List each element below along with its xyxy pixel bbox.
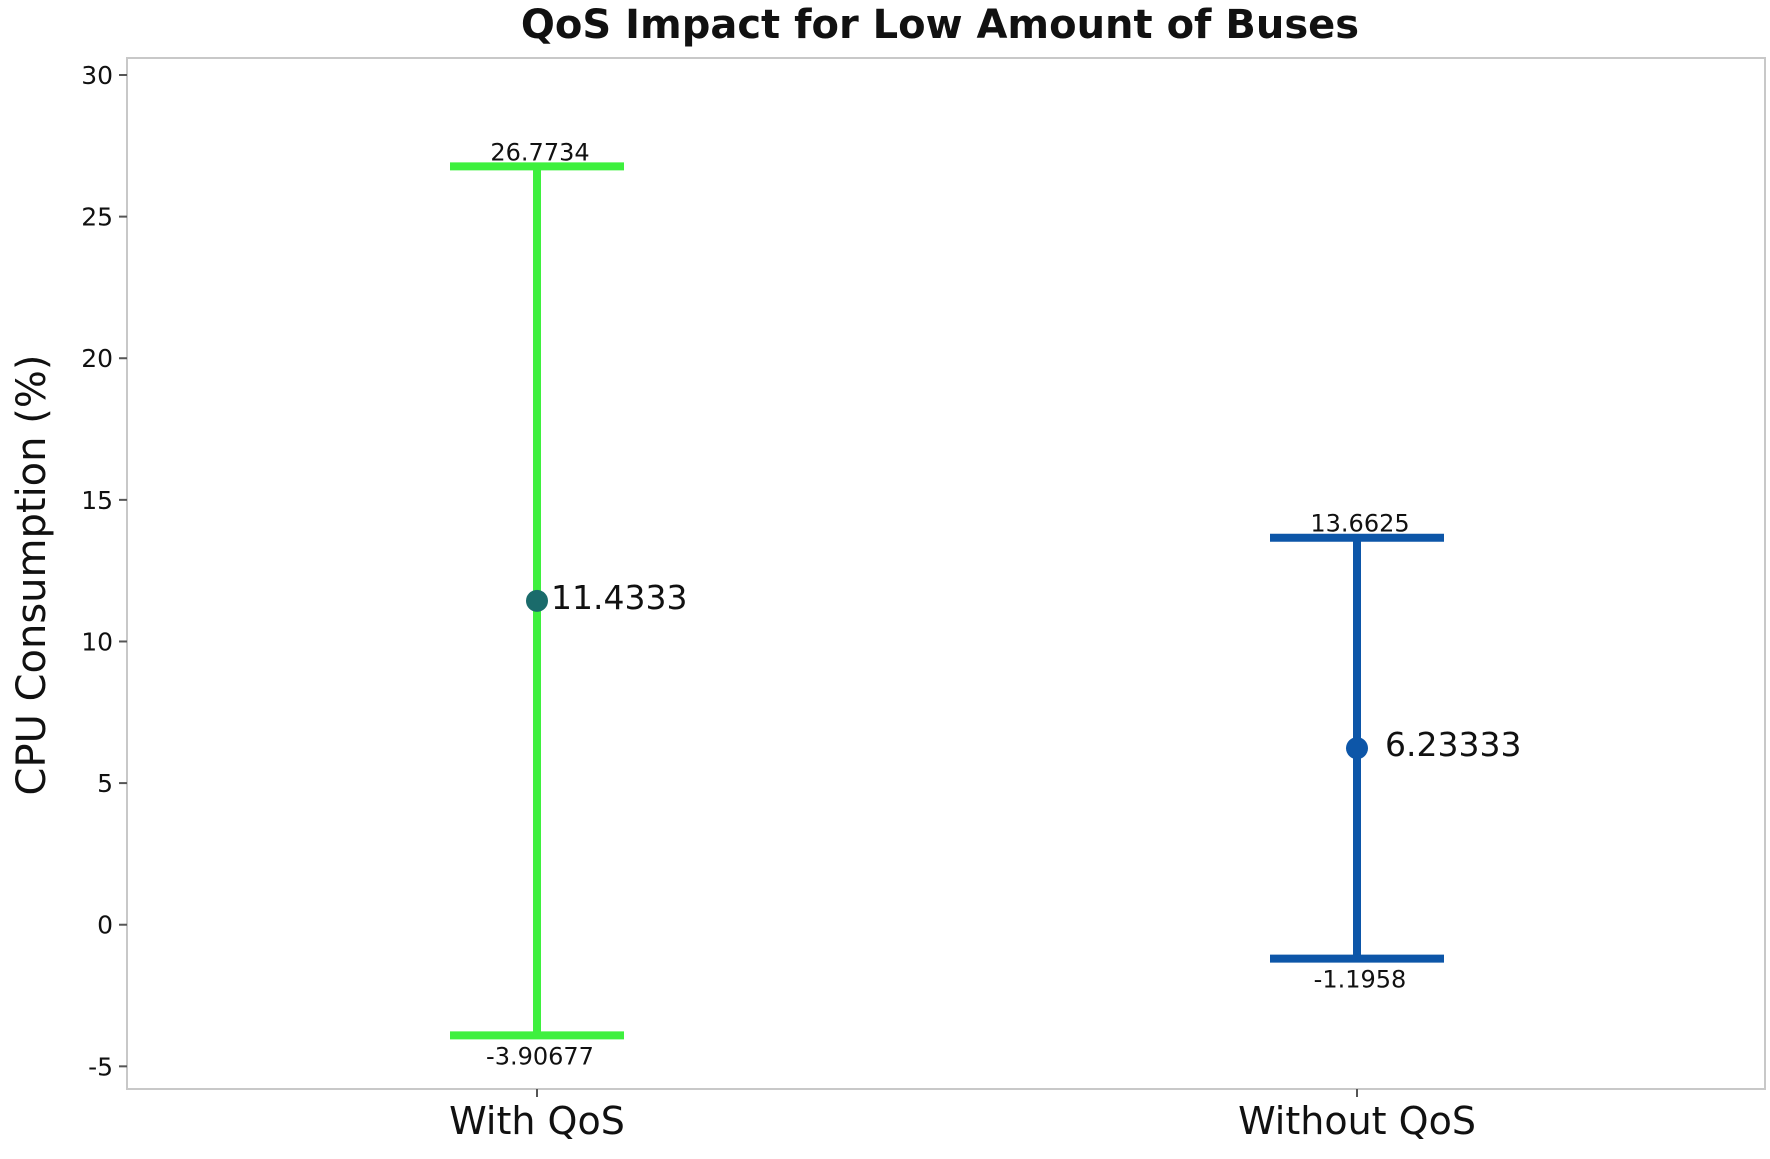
y-tick-label: 30 xyxy=(81,61,113,90)
y-tick-label: 0 xyxy=(97,911,113,940)
mean-point xyxy=(526,589,548,612)
y-tick-label: 15 xyxy=(81,486,113,515)
y-tick-label: 10 xyxy=(81,627,113,656)
plot-area-frame xyxy=(126,57,1766,1090)
y-tick-label: 5 xyxy=(97,769,113,798)
y-axis-ticks: 30 25 20 15 10 5 0 -5 xyxy=(81,61,127,1081)
y-tick-label: 20 xyxy=(81,344,113,373)
x-category-label: With QoS xyxy=(449,1099,625,1143)
upper-value-label: 26.7734 xyxy=(490,138,589,166)
interval-2: 13.6625 -1.1958 6.23333 xyxy=(1270,510,1521,994)
y-tick-label: 25 xyxy=(81,203,113,232)
x-category-label: Without QoS xyxy=(1238,1099,1476,1143)
mean-value-label: 11.4333 xyxy=(551,578,687,617)
interval-series: 26.7734 -3.90677 11.4333 13.6625 -1.1958 6.23… xyxy=(450,138,1521,1070)
upper-value-label: 13.6625 xyxy=(1310,510,1409,538)
interval-1: 26.7734 -3.90677 11.4333 xyxy=(450,138,687,1070)
lower-value-label: -1.1958 xyxy=(1314,966,1407,994)
chart-title: QoS Impact for Low Amount of Buses xyxy=(521,2,1359,48)
y-tick-label: -5 xyxy=(88,1052,113,1081)
y-axis-label: CPU Consumption (%) xyxy=(9,355,55,796)
x-axis-ticks: With QoS Without QoS xyxy=(449,1089,1476,1143)
lower-value-label: -3.90677 xyxy=(486,1042,594,1070)
mean-point xyxy=(1346,737,1368,760)
mean-value-label: 6.23333 xyxy=(1385,725,1521,764)
